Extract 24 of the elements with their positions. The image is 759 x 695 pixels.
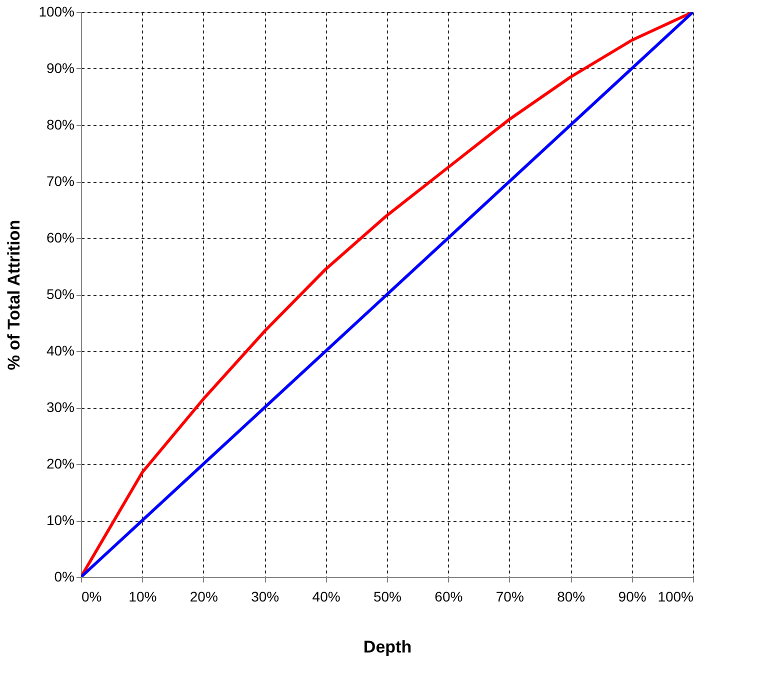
x-tick-label: 10%	[128, 588, 157, 604]
y-tick-label: 30%	[46, 399, 74, 415]
y-axis-title: % of Total Attrition	[4, 220, 24, 370]
y-tick-label: 80%	[46, 116, 74, 132]
y-tick-label: 60%	[46, 230, 74, 246]
y-tick-label: 100%	[38, 4, 74, 20]
x-tick-label: 60%	[434, 588, 463, 604]
y-tick-label: 10%	[46, 512, 74, 528]
x-tick-label: 70%	[496, 588, 524, 604]
x-tick-label: 80%	[557, 588, 586, 604]
x-tick-label: 50%	[373, 588, 402, 604]
y-tick-label: 90%	[46, 60, 74, 76]
y-tick-label: 0%	[54, 568, 74, 584]
y-tick-label: 50%	[46, 286, 74, 302]
x-tick-label: 30%	[251, 588, 280, 604]
x-tick-label: 20%	[190, 588, 218, 604]
y-tick-label: 20%	[46, 456, 74, 472]
x-tick-label: 0%	[82, 588, 102, 604]
y-tick-label: 70%	[46, 173, 74, 189]
x-tick-label: 90%	[618, 588, 646, 604]
x-tick-label: 100%	[658, 588, 694, 604]
y-tick-label: 40%	[46, 342, 74, 358]
x-tick-label: 40%	[312, 588, 340, 604]
x-axis-title: Depth	[363, 638, 412, 656]
